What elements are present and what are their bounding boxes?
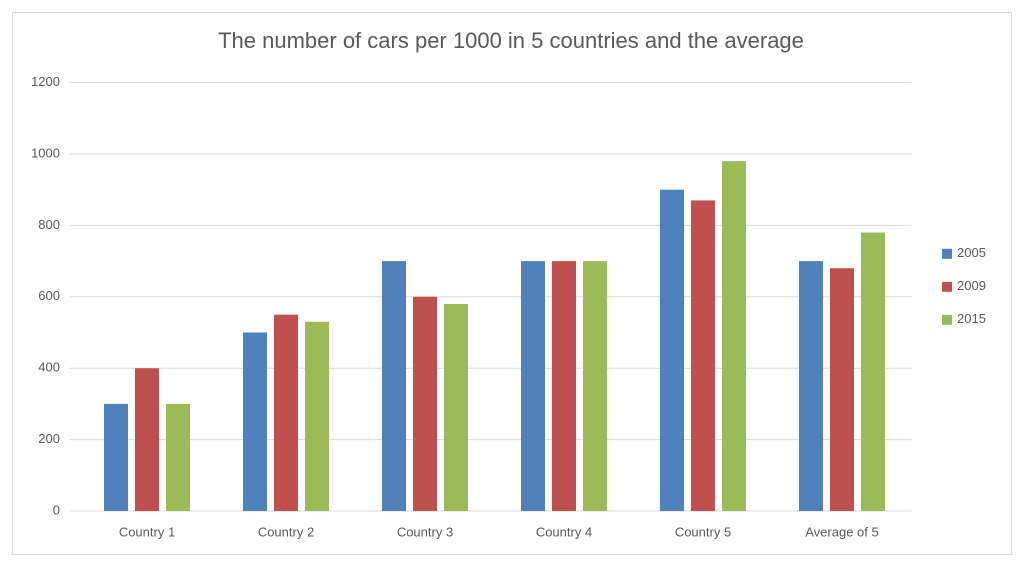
bar (660, 189, 684, 511)
x-tick-label: Country 3 (397, 524, 453, 539)
bar (243, 332, 267, 511)
bar (444, 303, 468, 511)
bar (521, 261, 545, 511)
y-tick-label: 0 (53, 502, 60, 517)
bar (861, 232, 885, 512)
bar (382, 261, 406, 511)
legend-swatch (942, 248, 952, 259)
y-tick-label: 600 (38, 288, 60, 303)
x-tick-label: Country 4 (536, 524, 592, 539)
bar (722, 161, 746, 511)
legend-label: 2015 (957, 311, 986, 326)
y-tick-label: 800 (38, 217, 60, 232)
bar (413, 296, 437, 511)
x-tick-label: Average of 5 (805, 524, 878, 539)
legend-label: 2005 (957, 245, 986, 260)
bar (135, 368, 159, 511)
x-tick-label: Country 2 (258, 524, 314, 539)
bar (799, 261, 823, 511)
legend-swatch (942, 281, 952, 292)
chart-title: The number of cars per 1000 in 5 countri… (218, 28, 804, 53)
y-tick-label: 1200 (31, 74, 60, 89)
x-tick-label: Country 5 (675, 524, 731, 539)
bar (166, 403, 190, 511)
legend-label: 2009 (957, 278, 986, 293)
bar (305, 321, 329, 511)
bar (830, 268, 854, 511)
legend-swatch (942, 314, 952, 325)
y-tick-label: 1000 (31, 145, 60, 160)
bar (274, 314, 298, 511)
x-tick-label: Country 1 (119, 524, 175, 539)
bar (691, 200, 715, 511)
y-tick-label: 200 (38, 431, 60, 446)
bar (104, 403, 128, 511)
bar (583, 261, 607, 511)
bar (552, 261, 576, 511)
y-tick-label: 400 (38, 360, 60, 375)
